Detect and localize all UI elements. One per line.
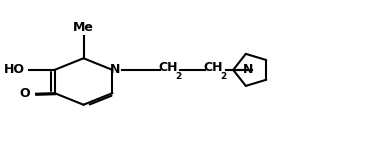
Text: O: O: [20, 87, 30, 100]
Text: Me: Me: [73, 21, 94, 34]
Text: 2: 2: [175, 72, 181, 81]
Text: CH: CH: [158, 61, 178, 74]
Text: N: N: [242, 63, 253, 76]
Text: CH: CH: [204, 61, 223, 74]
Text: N: N: [110, 63, 120, 76]
Text: HO: HO: [4, 63, 25, 76]
Text: 2: 2: [221, 72, 227, 81]
